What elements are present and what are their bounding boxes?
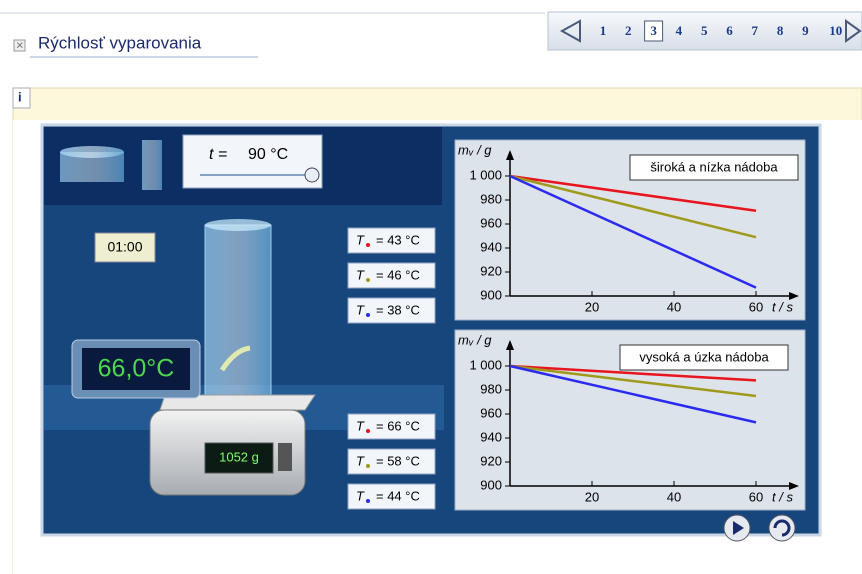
temperature-dot [366, 499, 370, 503]
y-tick-label: 960 [480, 405, 502, 420]
page-number[interactable]: 10 [829, 23, 842, 38]
x-tick-label: 40 [667, 489, 681, 504]
page-number[interactable]: 2 [625, 23, 632, 38]
page-number[interactable]: 7 [752, 23, 759, 38]
x-tick-label: 40 [667, 299, 681, 314]
time-symbol: t = [209, 146, 227, 163]
page-number[interactable]: 6 [726, 23, 733, 38]
vessel-rim [205, 219, 271, 231]
temperature-symbol: T [356, 267, 365, 282]
temperature-dot [366, 243, 370, 247]
temperature-symbol: T [356, 453, 365, 468]
wide-vessel-body [60, 152, 124, 182]
pagination: 1 2 3 4 5 6 7 8 9 10 [548, 12, 862, 50]
app: × Rýchlosť vyparovania 1 2 3 4 5 6 7 8 9 10 i t =… [0, 0, 862, 574]
thermometer-display: 66,0°C [98, 355, 175, 383]
close-x: × [16, 37, 24, 52]
y-tick-label: 900 [480, 287, 502, 302]
temperature-value: = 44 °C [376, 488, 420, 503]
y-axis-label: mᵥ / g [458, 332, 492, 347]
y-tick-label: 940 [480, 239, 502, 254]
temperature-symbol: T [356, 302, 365, 317]
legend-title: vysoká a úzka nádoba [639, 349, 769, 364]
y-tick-label: 980 [480, 381, 502, 396]
y-tick-label: 960 [480, 215, 502, 230]
x-axis-label: t / s [772, 489, 793, 504]
temperature-dot [366, 429, 370, 433]
temperature-value: = 38 °C [376, 302, 420, 317]
y-tick-label: 1 000 [469, 167, 502, 182]
page-title: Rýchlosť vyparovania [38, 33, 202, 52]
scale-buttons [278, 443, 292, 471]
legend-title: široká a nízka nádoba [650, 159, 778, 174]
y-tick-label: 920 [480, 453, 502, 468]
x-tick-label: 20 [585, 299, 599, 314]
x-tick-label: 60 [749, 299, 763, 314]
x-axis-label: t / s [772, 299, 793, 314]
page-number[interactable]: 8 [777, 23, 784, 38]
narrow-vessel[interactable] [142, 140, 162, 190]
scale-display: 1052 g [219, 449, 259, 464]
temperature-dot [366, 464, 370, 468]
page-number[interactable]: 4 [676, 23, 683, 38]
x-tick-label: 20 [585, 489, 599, 504]
timer: 01:00 [107, 239, 142, 255]
temperature-symbol: T [356, 232, 365, 247]
reset-button[interactable] [769, 515, 795, 541]
y-tick-label: 1 000 [469, 357, 502, 372]
vessel [205, 225, 271, 395]
y-axis-label: mᵥ / g [458, 142, 492, 157]
temperature-value: = 46 °C [376, 267, 420, 282]
temperature-dot [366, 313, 370, 317]
page-number[interactable]: 1 [600, 23, 607, 38]
y-tick-label: 980 [480, 191, 502, 206]
y-tick-label: 940 [480, 429, 502, 444]
temperature-dot [366, 278, 370, 282]
page-number[interactable]: 5 [701, 23, 708, 38]
temperature-value: = 58 °C [376, 453, 420, 468]
slider-knob[interactable] [305, 168, 319, 182]
info-icon: i [18, 89, 22, 104]
page-number[interactable]: 3 [650, 23, 657, 38]
y-tick-label: 920 [480, 263, 502, 278]
set-temperature: 90 °C [248, 146, 288, 163]
temperature-value: = 66 °C [376, 418, 420, 433]
temperature-symbol: T [356, 418, 365, 433]
page-number[interactable]: 9 [802, 23, 809, 38]
y-tick-label: 900 [480, 477, 502, 492]
x-tick-label: 60 [749, 489, 763, 504]
temperature-symbol: T [356, 488, 365, 503]
temperature-value: = 43 °C [376, 232, 420, 247]
